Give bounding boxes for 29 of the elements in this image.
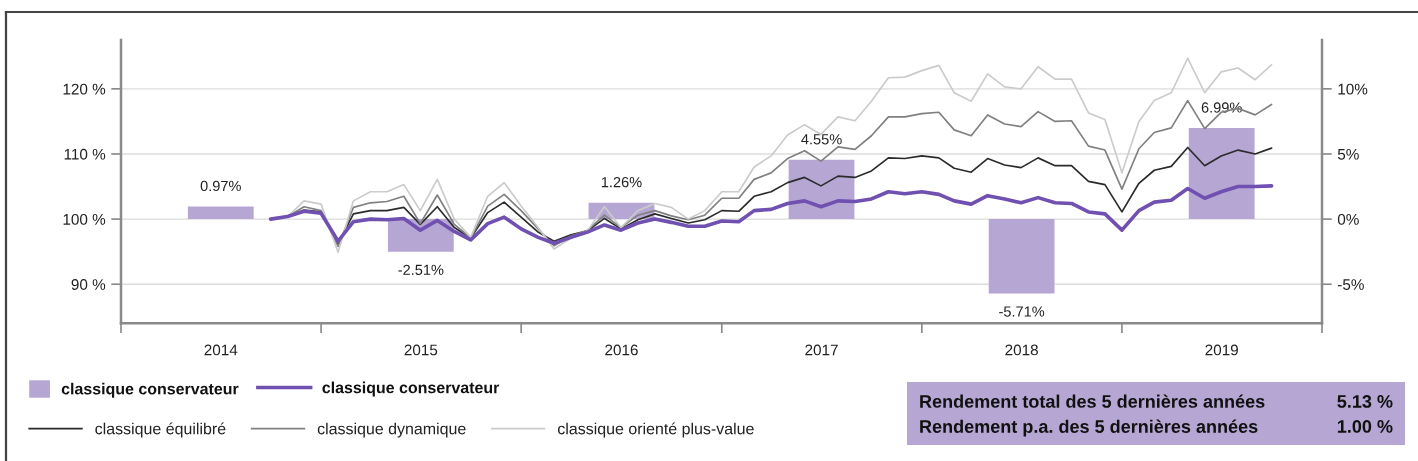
y2-tick-label: 10%: [1338, 83, 1368, 95]
data-label: 0.97%: [200, 180, 241, 192]
x-tick-label: 2017: [805, 344, 838, 356]
data-label: -5.71%: [999, 306, 1045, 317]
x-tick-label: 2015: [404, 344, 438, 356]
data-label: 4.55%: [801, 134, 842, 145]
y2-tick-label: -5%: [1337, 279, 1364, 290]
legend-label: classique conservateur: [322, 381, 500, 397]
legend-label: classique conservateur: [61, 382, 239, 398]
y2-tick-label: 0%: [1337, 213, 1359, 225]
y2-tick-label: 5%: [1337, 148, 1359, 160]
text: Rendement total des 5 dernières années: [920, 394, 1265, 408]
y-tick-label: 120 %: [63, 83, 106, 95]
y-tick-label: 110 %: [64, 148, 106, 160]
x-tick-label: 2018: [1005, 344, 1038, 356]
data-label: -2.51%: [398, 264, 444, 275]
y-tick-label: 100 %: [63, 213, 106, 225]
legend-label: classique orienté plus-value: [557, 422, 754, 438]
text: 5.13 %: [1337, 395, 1393, 408]
x-tick-label: 2019: [1205, 344, 1238, 356]
text: Rendement p.a. des 5 dernières années: [920, 419, 1258, 437]
x-tick-label: 2016: [605, 344, 638, 356]
data-label: 1.26%: [601, 176, 642, 188]
legend-label: classique dynamique: [317, 422, 466, 438]
legend-label: classique équilibré: [95, 422, 226, 438]
data-label: 6.99%: [1201, 102, 1242, 113]
x-tick-label: 2014: [204, 344, 238, 356]
text: 1.00 %: [1337, 420, 1393, 433]
y-tick-label: 90 %: [71, 279, 106, 290]
